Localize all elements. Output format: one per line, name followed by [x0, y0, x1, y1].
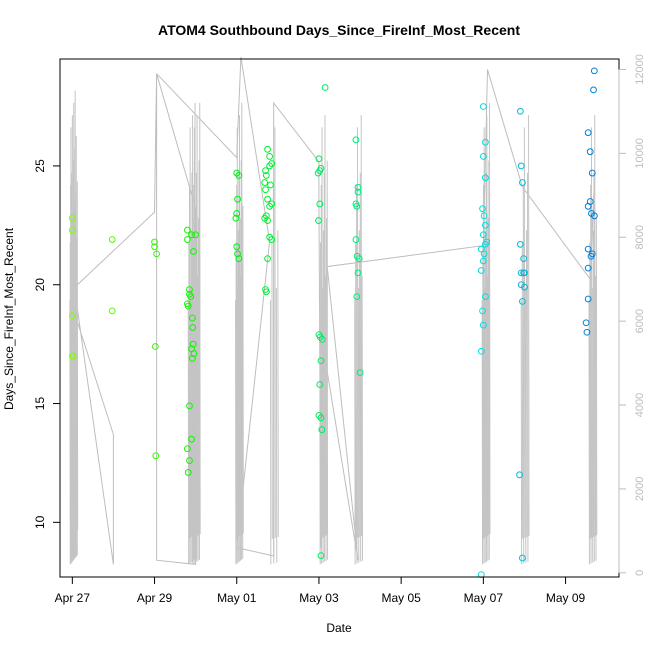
gray-line-path: [72, 57, 594, 565]
data-point: [267, 154, 273, 160]
y-axis-label: Days_Since_FireInf_Most_Recent: [2, 227, 16, 410]
y2-tick-label: 2000: [634, 477, 646, 501]
gray-line-series: [70, 57, 597, 565]
plot-box: [60, 59, 619, 577]
data-point: [517, 108, 523, 114]
data-point: [585, 130, 591, 136]
data-point: [480, 104, 486, 110]
data-point: [265, 196, 271, 202]
data-point: [153, 453, 159, 459]
y-axis: 10 15 20 25: [33, 159, 60, 529]
x-tick-label: May 07: [464, 591, 504, 605]
y2-tick-label: 10000: [634, 138, 646, 169]
data-point: [591, 68, 597, 74]
data-point: [109, 308, 115, 314]
x-tick-label: May 05: [381, 591, 421, 605]
y2-tick-label: 4000: [634, 393, 646, 417]
data-point: [520, 555, 526, 561]
y2-tick-label: 6000: [634, 309, 646, 333]
y-tick-label: 10: [33, 515, 47, 529]
y-tick-label: 25: [33, 159, 47, 173]
y2-tick-label: 8000: [634, 225, 646, 249]
y-tick-label: 15: [33, 397, 47, 411]
data-point: [322, 85, 328, 91]
x-axis-label: Date: [326, 621, 352, 635]
y-tick-label: 20: [33, 278, 47, 292]
x-tick-label: May 03: [299, 591, 339, 605]
secondary-y-axis: 0 2000 4000 6000 8000 10000 12000: [619, 54, 646, 576]
data-point: [518, 163, 524, 169]
data-point: [152, 344, 158, 350]
y2-tick-label: 0: [634, 570, 646, 576]
data-point: [262, 180, 268, 186]
data-point: [109, 237, 115, 243]
x-axis: Apr 27 Apr 29 May 01 May 03 May 05 May 07 May …: [55, 577, 586, 605]
data-point: [591, 87, 597, 93]
y2-tick-label: 12000: [634, 54, 646, 85]
x-tick-label: Apr 27: [55, 591, 91, 605]
x-tick-label: May 01: [217, 591, 257, 605]
x-tick-label: May 09: [546, 591, 586, 605]
data-point: [583, 320, 589, 326]
chart-title: ATOM4 Southbound Days_Since_FireInf_Most…: [158, 22, 520, 38]
data-point: [263, 187, 269, 193]
data-point: [587, 149, 593, 155]
data-point: [265, 146, 271, 152]
x-tick-label: Apr 29: [137, 591, 173, 605]
data-point: [268, 182, 274, 188]
